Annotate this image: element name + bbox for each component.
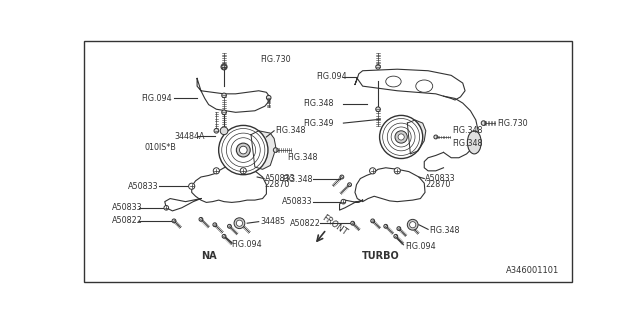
Text: FIG.094: FIG.094 [141, 94, 172, 103]
Circle shape [407, 219, 418, 230]
Circle shape [221, 110, 227, 115]
Circle shape [214, 129, 219, 133]
Circle shape [394, 168, 401, 174]
Circle shape [369, 168, 376, 174]
Circle shape [273, 148, 278, 152]
Circle shape [221, 93, 227, 98]
Circle shape [434, 135, 438, 139]
Text: FRONT: FRONT [320, 213, 349, 237]
Ellipse shape [386, 76, 401, 87]
Circle shape [221, 64, 227, 70]
Circle shape [213, 223, 217, 227]
Circle shape [199, 217, 203, 221]
Text: 34484A: 34484A [174, 132, 205, 141]
Circle shape [376, 107, 380, 112]
Text: 010IS*B: 010IS*B [145, 143, 177, 152]
Circle shape [236, 220, 243, 226]
Text: A346001101: A346001101 [506, 267, 559, 276]
Text: A50822: A50822 [289, 219, 321, 228]
Circle shape [384, 224, 388, 228]
Text: A50833: A50833 [282, 197, 312, 206]
Text: FIG.348: FIG.348 [287, 153, 317, 162]
Circle shape [409, 224, 413, 228]
Text: FIG.094: FIG.094 [232, 240, 262, 249]
Text: A50833: A50833 [128, 182, 159, 191]
Text: FIG.348: FIG.348 [452, 140, 483, 148]
Circle shape [221, 65, 227, 69]
Text: FIG.348: FIG.348 [429, 227, 460, 236]
Text: 34485: 34485 [260, 217, 285, 226]
Polygon shape [407, 120, 426, 154]
Circle shape [398, 134, 404, 140]
Circle shape [340, 175, 344, 179]
Text: A50833: A50833 [113, 203, 143, 212]
Text: FIG.730: FIG.730 [260, 55, 291, 64]
Circle shape [236, 143, 250, 157]
Text: FIG.094: FIG.094 [316, 72, 347, 81]
Text: FIG.730: FIG.730 [497, 119, 528, 128]
Ellipse shape [416, 80, 433, 92]
Circle shape [234, 218, 245, 228]
Circle shape [239, 146, 247, 154]
Text: FIG.349: FIG.349 [303, 119, 334, 128]
Text: FIG.348: FIG.348 [276, 125, 306, 134]
Text: FIG.094: FIG.094 [405, 242, 436, 251]
Circle shape [240, 168, 246, 174]
Circle shape [376, 65, 380, 69]
Circle shape [266, 95, 271, 100]
Text: A50833: A50833 [425, 174, 456, 183]
Circle shape [395, 131, 407, 143]
Text: 22870: 22870 [265, 180, 290, 189]
Circle shape [222, 234, 226, 238]
Text: TURBO: TURBO [362, 251, 399, 260]
Text: A50822: A50822 [113, 216, 143, 225]
Circle shape [351, 221, 355, 225]
Circle shape [410, 222, 416, 228]
Circle shape [164, 205, 168, 210]
Circle shape [397, 227, 401, 230]
Circle shape [219, 125, 268, 175]
Circle shape [394, 234, 397, 238]
Circle shape [220, 127, 228, 135]
Circle shape [213, 168, 220, 174]
Circle shape [227, 224, 232, 228]
Circle shape [172, 219, 176, 223]
Text: FIG.348: FIG.348 [452, 126, 483, 135]
Text: FIG.348: FIG.348 [303, 99, 334, 108]
Circle shape [481, 121, 486, 125]
Circle shape [341, 199, 346, 204]
Circle shape [189, 183, 195, 189]
Circle shape [240, 223, 244, 227]
Circle shape [371, 219, 374, 223]
Circle shape [380, 116, 422, 158]
Ellipse shape [467, 131, 481, 154]
Circle shape [348, 183, 351, 187]
Text: NA: NA [201, 251, 216, 260]
Text: 22870: 22870 [425, 180, 451, 189]
Text: FIG.348: FIG.348 [282, 175, 312, 184]
Polygon shape [251, 131, 276, 169]
Text: A50833: A50833 [265, 174, 296, 183]
